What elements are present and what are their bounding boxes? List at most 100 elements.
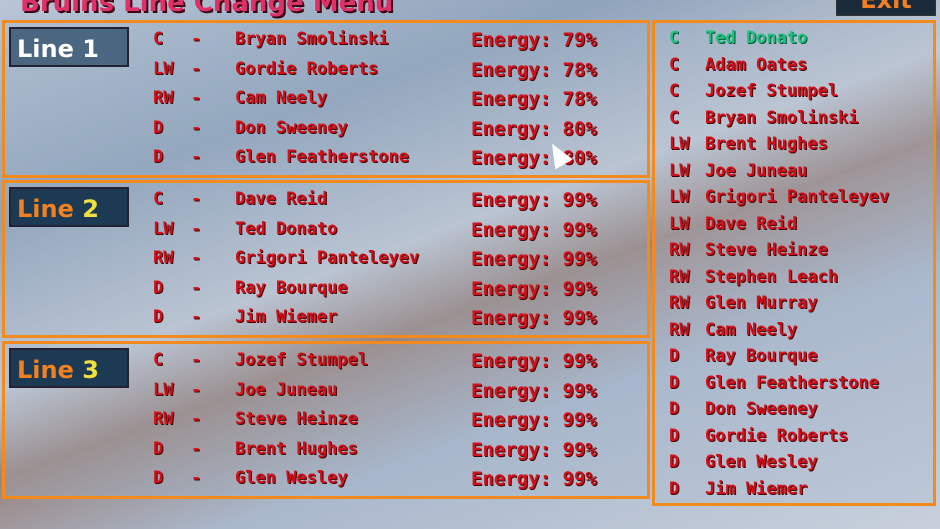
roster-item[interactable]: D Gordie Roberts [669,426,848,446]
roster-name: Ray Bourque [705,346,818,366]
player-energy: Energy: 78% [471,58,597,81]
player-name: Grigori Panteleyev [235,248,420,268]
dash: - [191,147,202,167]
player-energy: Energy: 99% [471,248,597,270]
player-name: Glen Featherstone [235,147,409,167]
roster-item[interactable]: RW Cam Neely [669,320,797,340]
roster-item[interactable]: D Jim Wiemer [669,479,807,499]
roster-item[interactable]: RW Steve Heinze [669,240,828,260]
roster-item[interactable]: LW Grigori Panteleyev [669,187,889,207]
roster-position: LW [669,160,690,181]
roster-position: D [669,399,680,419]
roster-item[interactable]: RW Glen Murray [669,293,818,313]
roster-position: RW [669,319,690,340]
player-position: RW [153,248,174,268]
line-2-button[interactable]: Line 2 [9,187,129,227]
dash: - [191,58,202,79]
roster-name: Gordie Roberts [705,425,849,446]
player-energy: Energy: 78% [471,88,597,110]
dash: - [191,117,202,138]
player-position: LW [153,218,174,239]
roster-name: Ted Donato [705,28,808,48]
player-position: RW [153,88,174,108]
line-label: Line [17,195,74,223]
player-name: Ray Bourque [235,277,348,298]
player-energy: Energy: 99% [471,277,597,300]
dash: - [191,88,202,108]
player-energy: Energy: 99% [471,379,597,402]
player-energy: Energy: 79% [471,29,597,51]
roster-position: C [669,28,680,48]
player-energy: Energy: 99% [471,218,597,241]
roster-name: Jim Wiemer [705,478,808,499]
player-position: D [153,468,164,488]
player-name: Bryan Smolinski [235,29,389,49]
roster-name: Adam Oates [705,54,808,75]
roster-position: RW [669,293,690,313]
player-name: Ted Donato [235,218,338,239]
player-name: Jozef Stumpel [235,350,369,370]
player-name: Cam Neely [235,88,328,108]
line-3-button[interactable]: Line 3 [9,348,129,388]
line-label: Line [17,356,74,384]
player-energy: Energy: 80% [471,117,597,140]
player-name: Dave Reid [235,189,328,209]
roster-position: D [669,452,680,472]
roster-position: C [669,107,680,128]
roster-item[interactable]: LW Dave Reid [669,214,797,234]
player-position: C [153,350,164,370]
line-2-box: Line 2 C - Dave Reid Energy: 99% LW - Ted Donat… [2,180,650,338]
roster-item[interactable]: C Ted Donato [669,28,807,48]
roster-position: D [669,478,680,499]
dash: - [191,277,202,298]
roster-item[interactable]: D Glen Featherstone [669,373,879,393]
roster-name: Stephen Leach [705,266,839,287]
player-name: Brent Hughes [235,438,358,459]
roster-name: Cam Neely [705,319,798,340]
player-position: C [153,189,164,209]
player-position: C [153,29,164,49]
roster-item[interactable]: C Adam Oates [669,55,807,75]
roster-item[interactable]: C Bryan Smolinski [669,108,859,128]
roster-position: C [669,81,680,101]
roster-item[interactable]: RW Stephen Leach [669,267,838,287]
player-energy: Energy: 99% [471,307,597,329]
line-number: 1 [82,35,99,63]
roster-position: LW [669,134,690,154]
player-energy: Energy: 99% [471,438,597,461]
player-energy: Energy: 99% [471,468,597,490]
dash: - [191,468,202,488]
roster-item[interactable]: LW Brent Hughes [669,134,828,154]
roster-item[interactable]: LW Joe Juneau [669,161,807,181]
roster-position: LW [669,187,690,207]
dash: - [191,350,202,370]
line-1-button[interactable]: Line 1 [9,27,129,67]
player-position: D [153,307,164,327]
roster-name: Brent Hughes [705,134,828,154]
player-position: D [153,117,164,138]
dash: - [191,409,202,429]
player-name: Steve Heinze [235,409,358,429]
dash: - [191,218,202,239]
player-name: Gordie Roberts [235,58,379,79]
line-3-box: Line 3 C - Jozef Stumpel Energy: 99% LW - Joe J… [2,341,650,499]
player-energy: Energy: 99% [471,409,597,431]
roster-item[interactable]: D Don Sweeney [669,399,818,419]
roster-name: Jozef Stumpel [705,81,839,101]
roster-name: Grigori Panteleyev [705,187,890,207]
exit-button[interactable]: Exit [836,0,936,16]
roster-item[interactable]: C Jozef Stumpel [669,81,838,101]
dash: - [191,248,202,268]
roster-item[interactable]: D Ray Bourque [669,346,818,366]
player-name: Glen Wesley [235,468,348,488]
roster-position: LW [669,213,690,234]
roster-item[interactable]: D Glen Wesley [669,452,818,472]
roster-name: Bryan Smolinski [705,107,859,128]
roster-list: C Ted Donato C Adam Oates C Jozef Stumpel C Bry… [652,20,936,506]
roster-name: Dave Reid [705,213,798,234]
line-label: Line [17,35,74,63]
roster-position: D [669,372,680,393]
line-1-box: Line 1 C - Bryan Smolinski Energy: 79% LW - Gor… [2,20,650,178]
line-number: 3 [82,356,99,384]
roster-position: D [669,425,680,446]
